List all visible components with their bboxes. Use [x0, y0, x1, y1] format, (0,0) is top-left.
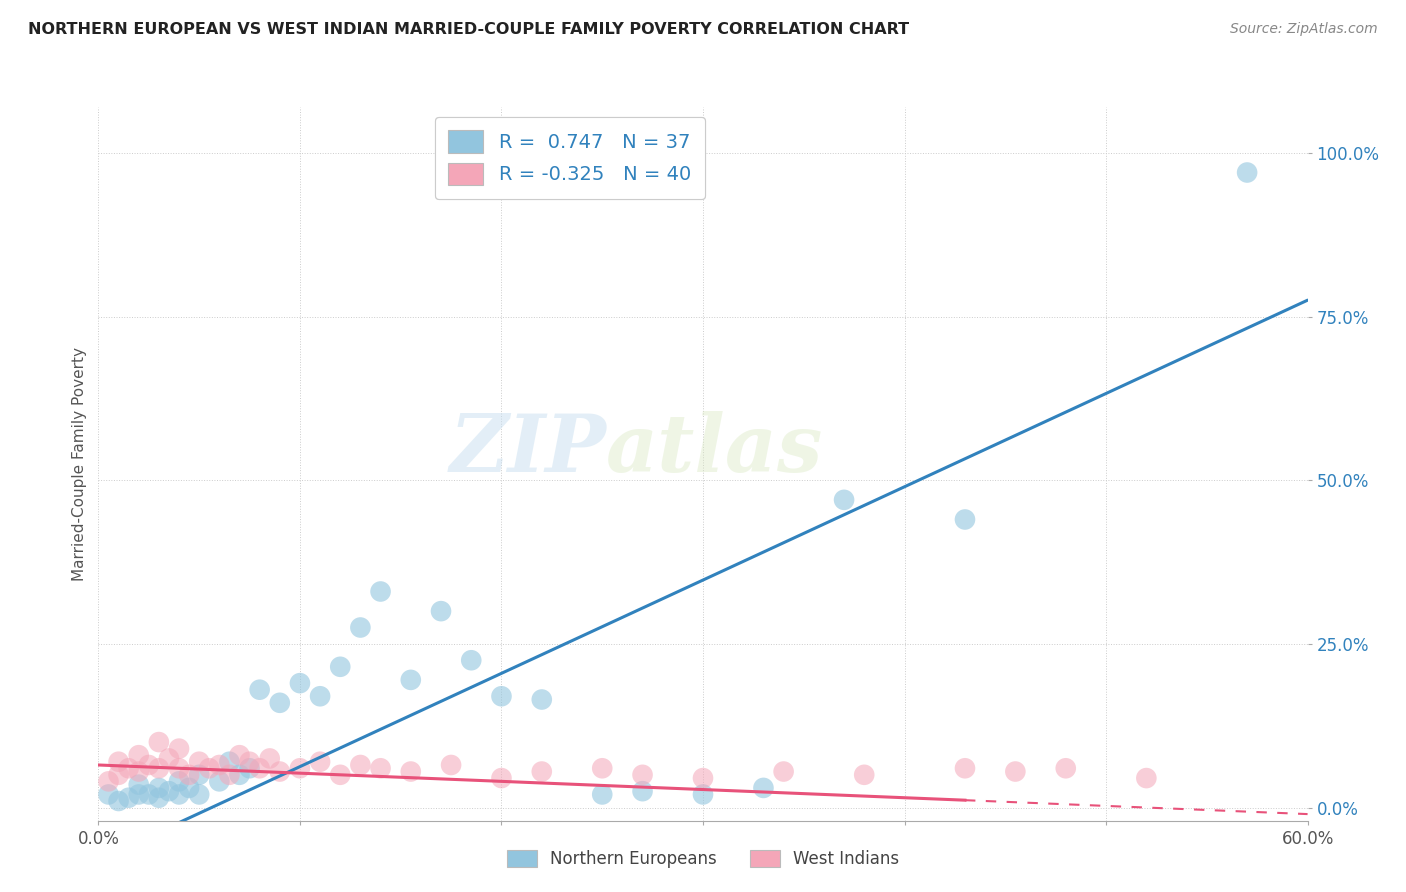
Point: [138, 758, 160, 772]
Point: [128, 764, 150, 779]
Point: [329, 768, 352, 782]
Point: [118, 790, 141, 805]
Point: [239, 761, 262, 775]
Point: [692, 771, 714, 785]
Point: [1054, 761, 1077, 775]
Point: [249, 761, 271, 775]
Point: [752, 780, 775, 795]
Text: ZIP: ZIP: [450, 411, 606, 488]
Point: [953, 512, 976, 526]
Point: [249, 682, 271, 697]
Point: [188, 788, 211, 802]
Point: [1135, 771, 1157, 785]
Point: [399, 764, 422, 779]
Point: [208, 758, 231, 772]
Point: [167, 774, 190, 789]
Point: [269, 764, 291, 779]
Point: [1004, 764, 1026, 779]
Point: [188, 768, 211, 782]
Point: [460, 653, 482, 667]
Point: [228, 748, 250, 763]
Point: [148, 780, 170, 795]
Text: Source: ZipAtlas.com: Source: ZipAtlas.com: [1230, 22, 1378, 37]
Legend: Northern Europeans, West Indians: Northern Europeans, West Indians: [501, 843, 905, 875]
Point: [631, 784, 654, 798]
Point: [208, 774, 231, 789]
Point: [128, 748, 150, 763]
Point: [188, 755, 211, 769]
Point: [107, 768, 129, 782]
Point: [591, 761, 613, 775]
Point: [853, 768, 876, 782]
Point: [309, 755, 332, 769]
Point: [218, 755, 240, 769]
Point: [167, 761, 190, 775]
Point: [329, 660, 352, 674]
Y-axis label: Married-Couple Family Poverty: Married-Couple Family Poverty: [72, 347, 87, 581]
Point: [591, 788, 613, 802]
Point: [288, 761, 311, 775]
Point: [167, 788, 190, 802]
Point: [97, 788, 120, 802]
Point: [399, 673, 422, 687]
Point: [631, 768, 654, 782]
Point: [228, 768, 250, 782]
Point: [138, 788, 160, 802]
Point: [259, 751, 281, 765]
Point: [107, 755, 129, 769]
Point: [440, 758, 463, 772]
Point: [128, 778, 150, 792]
Point: [269, 696, 291, 710]
Point: [832, 492, 855, 507]
Point: [198, 761, 221, 775]
Point: [239, 755, 262, 769]
Point: [370, 761, 392, 775]
Point: [370, 584, 392, 599]
Point: [349, 758, 371, 772]
Point: [349, 620, 371, 634]
Point: [530, 764, 553, 779]
Point: [148, 761, 170, 775]
Point: [118, 761, 141, 775]
Point: [953, 761, 976, 775]
Point: [430, 604, 453, 618]
Text: atlas: atlas: [606, 411, 824, 488]
Point: [128, 788, 150, 802]
Point: [107, 794, 129, 808]
Point: [491, 771, 513, 785]
Point: [1236, 165, 1258, 179]
Text: NORTHERN EUROPEAN VS WEST INDIAN MARRIED-COUPLE FAMILY POVERTY CORRELATION CHART: NORTHERN EUROPEAN VS WEST INDIAN MARRIED…: [28, 22, 910, 37]
Point: [692, 788, 714, 802]
Point: [177, 780, 201, 795]
Point: [157, 751, 180, 765]
Point: [218, 768, 240, 782]
Legend: R =  0.747   N = 37, R = -0.325   N = 40: R = 0.747 N = 37, R = -0.325 N = 40: [434, 117, 704, 199]
Point: [288, 676, 311, 690]
Point: [530, 692, 553, 706]
Point: [157, 784, 180, 798]
Point: [177, 768, 201, 782]
Point: [97, 774, 120, 789]
Point: [772, 764, 794, 779]
Point: [491, 690, 513, 704]
Point: [167, 741, 190, 756]
Point: [148, 790, 170, 805]
Point: [148, 735, 170, 749]
Point: [309, 690, 332, 704]
